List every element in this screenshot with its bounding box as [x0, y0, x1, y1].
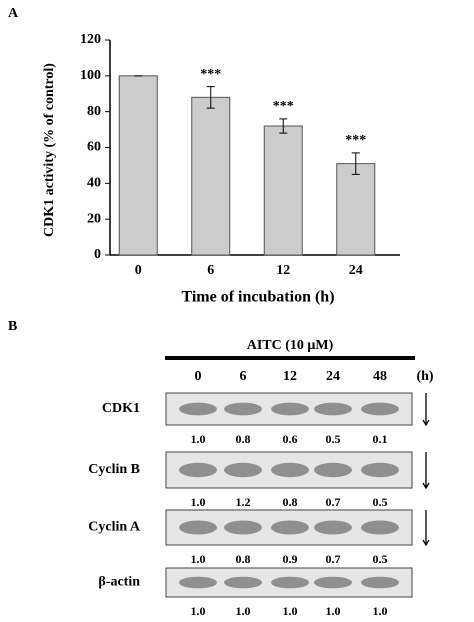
ratio: 0.8: [236, 552, 251, 566]
ratio: 0.8: [283, 495, 298, 509]
bar: [263, 125, 303, 256]
x-tick-label: 12: [276, 263, 290, 278]
ratio: 1.0: [373, 604, 388, 618]
y-tick-label: 20: [87, 211, 101, 226]
y-tick-label: 100: [80, 68, 101, 83]
blot-band: [271, 520, 309, 535]
x-axis-title: Time of incubation (h): [181, 289, 334, 306]
blot-band: [314, 462, 352, 478]
blot-band: [224, 462, 262, 478]
trend-arrow: [422, 452, 430, 490]
blot-band: [361, 402, 399, 416]
ratio: 0.5: [373, 495, 388, 509]
ratio: 1.0: [191, 552, 206, 566]
ratio: 0.7: [326, 495, 341, 509]
blot-band: [224, 576, 262, 589]
row-label: CDK1: [102, 401, 140, 416]
ratio: 1.0: [191, 432, 206, 446]
x-tick-label: 0: [135, 263, 142, 278]
time-label: 0: [195, 369, 202, 384]
bar: [191, 96, 231, 256]
ratio: 1.0: [283, 604, 298, 618]
trend-arrow: [422, 510, 430, 547]
row-label: Cyclin B: [88, 462, 140, 477]
error-bar: [206, 86, 215, 109]
y-tick-label: 80: [87, 104, 101, 119]
blot-band: [361, 520, 399, 535]
blot-band: [314, 576, 352, 589]
significance: ***: [345, 133, 366, 148]
x-tick-label: 24: [349, 263, 363, 278]
y-axis-title: CDK1 activity (% of control): [42, 63, 57, 237]
ratio: 1.2: [236, 495, 251, 509]
significance: ***: [200, 67, 221, 82]
time-label: 6: [240, 369, 247, 384]
x-tick-label: 6: [207, 263, 214, 278]
blot-band: [179, 520, 217, 535]
ratio: 0.5: [373, 552, 388, 566]
blot-band: [361, 576, 399, 589]
row-label: Cyclin A: [88, 520, 141, 535]
time-unit: (h): [416, 369, 433, 384]
y-tick-label: 120: [80, 32, 101, 47]
bar: [118, 75, 158, 256]
ratio: 0.9: [283, 552, 298, 566]
ratio: 0.8: [236, 432, 251, 446]
time-label: 48: [373, 369, 387, 384]
ratio: 1.0: [236, 604, 251, 618]
y-tick-label: 60: [87, 140, 101, 155]
panel-label: A: [8, 6, 19, 21]
ratio: 0.7: [326, 552, 341, 566]
ratio: 0.5: [326, 432, 341, 446]
ratio: 0.6: [283, 432, 298, 446]
treatment-label: AITC (10 μM): [247, 338, 334, 353]
blot-band: [224, 520, 262, 535]
bar: [336, 163, 376, 256]
blot-band: [271, 576, 309, 589]
error-bar: [279, 118, 288, 134]
blot-band: [271, 402, 309, 416]
ratio: 1.0: [191, 495, 206, 509]
blot-band: [179, 576, 217, 589]
y-tick-label: 0: [94, 247, 101, 262]
ratio: 1.0: [326, 604, 341, 618]
significance: ***: [273, 99, 294, 114]
panel-label: B: [8, 319, 17, 334]
blot-band: [224, 402, 262, 416]
blot-band: [314, 402, 352, 416]
ratio: 0.1: [373, 432, 388, 446]
time-label: 24: [326, 369, 340, 384]
trend-arrow: [422, 393, 430, 427]
y-tick-label: 40: [87, 176, 101, 191]
row-label: β-actin: [98, 575, 140, 590]
error-bar: [351, 152, 360, 175]
ratio: 1.0: [191, 604, 206, 618]
blot-band: [361, 462, 399, 478]
blot-band: [271, 462, 309, 478]
blot-band: [179, 462, 217, 478]
blot-band: [314, 520, 352, 535]
time-label: 12: [283, 369, 297, 384]
blot-band: [179, 402, 217, 416]
